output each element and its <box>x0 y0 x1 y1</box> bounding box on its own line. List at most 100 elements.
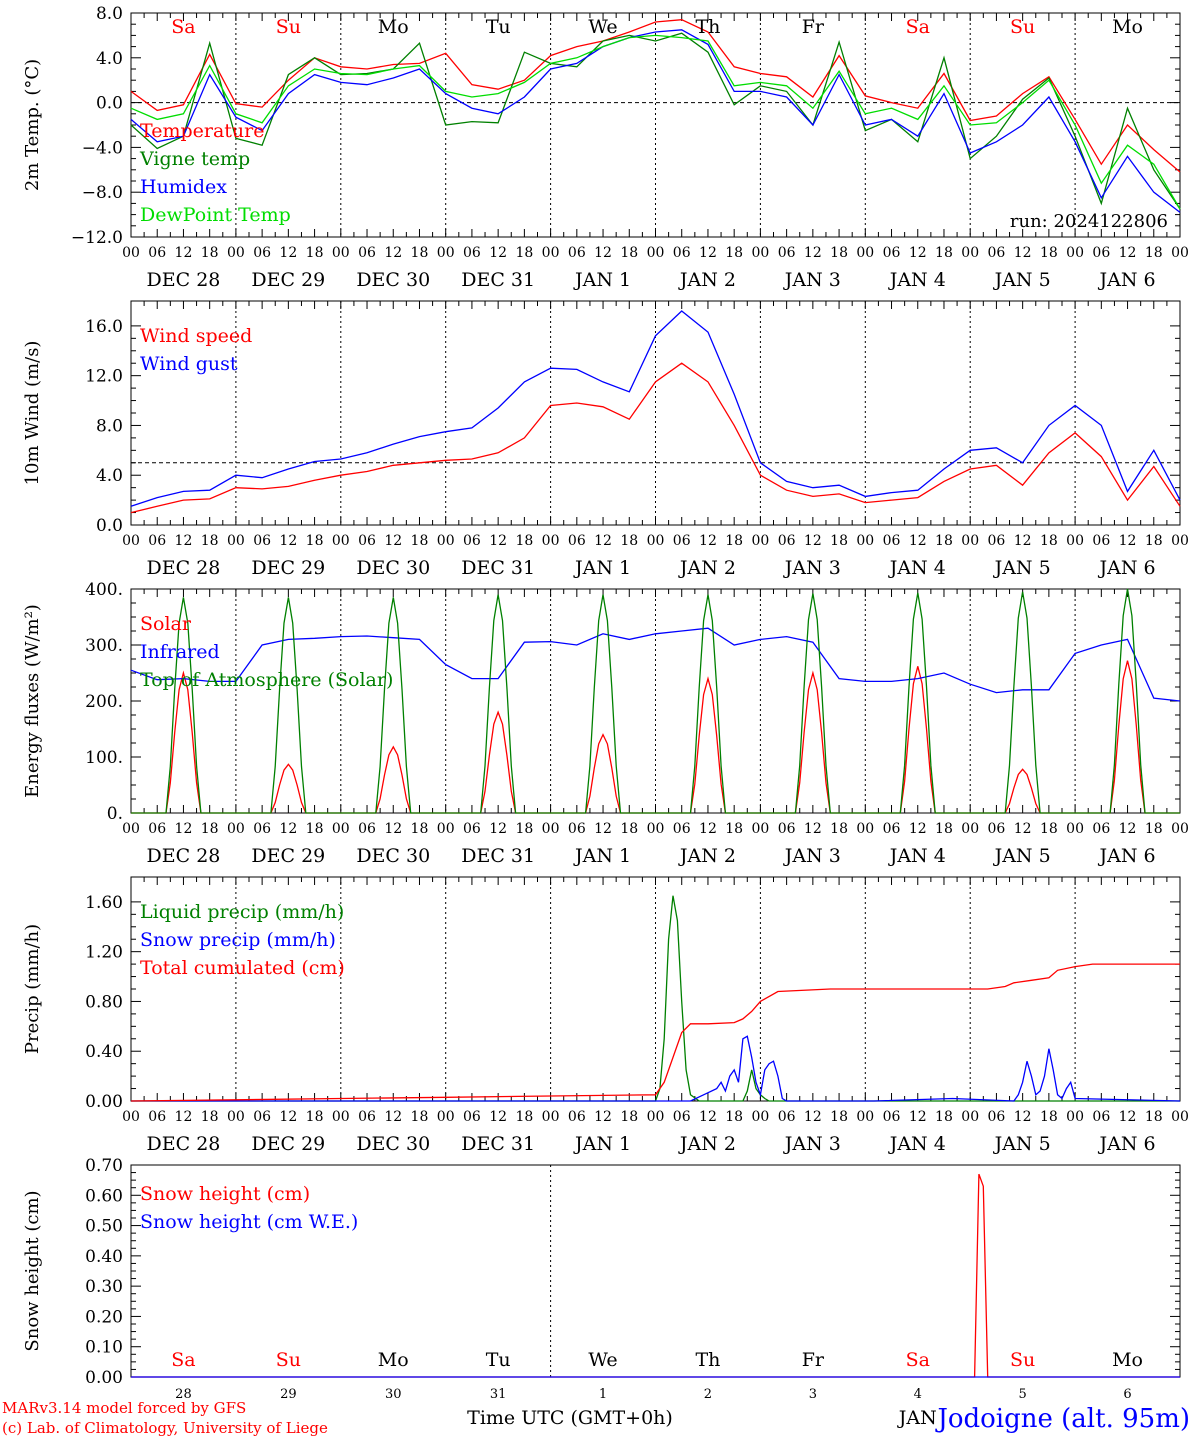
hour-label: 06 <box>253 1109 271 1125</box>
hour-label: 00 <box>332 533 350 549</box>
hour-label: 00 <box>437 821 455 837</box>
hour-label: 18 <box>515 533 533 549</box>
hour-label: 18 <box>620 1109 638 1125</box>
hour-label: 18 <box>515 1109 533 1125</box>
hour-label: 18 <box>935 821 953 837</box>
y-axis-label: Energy fluxes (W/m²) <box>22 604 43 798</box>
date-label: DEC 29 <box>251 1133 325 1155</box>
legend-entry: Humidex <box>140 176 227 198</box>
day-number: 4 <box>914 1387 922 1402</box>
date-label: JAN 5 <box>993 845 1051 867</box>
hour-label: 06 <box>988 533 1006 549</box>
y-tick-label: 4.0 <box>96 49 123 69</box>
hour-label: 00 <box>856 1109 874 1125</box>
date-label: DEC 30 <box>356 557 430 579</box>
hour-label: 12 <box>1119 821 1137 837</box>
hour-label: 18 <box>306 245 324 261</box>
hour-label: 00 <box>751 533 769 549</box>
hour-label: 12 <box>699 245 717 261</box>
hour-label: 18 <box>411 533 429 549</box>
hour-label: 00 <box>227 1109 245 1125</box>
series-line <box>130 29 1181 213</box>
y-tick-label: 0.0 <box>96 516 123 536</box>
date-label: DEC 30 <box>356 269 430 291</box>
hour-label: 06 <box>1092 821 1110 837</box>
date-label: JAN 2 <box>678 557 736 579</box>
hour-label: 00 <box>227 821 245 837</box>
day-number: 2 <box>704 1387 712 1402</box>
weekday-label: Mo <box>1112 16 1143 38</box>
x-axis-label: Time UTC (GMT+0h) <box>467 1407 673 1429</box>
series-line <box>130 19 1181 173</box>
hour-label: 00 <box>332 821 350 837</box>
y-tick-label: 0.30 <box>85 1277 123 1297</box>
date-label: DEC 28 <box>147 845 221 867</box>
hour-label: 18 <box>830 1109 848 1125</box>
hour-label: 18 <box>306 1109 324 1125</box>
date-label: JAN 3 <box>783 557 841 579</box>
panel-1: 8.0 4.0 0.0 −4.0 −8.0 −12.0 2m Temp. (°C) 00 06 1… <box>22 4 1189 291</box>
hour-label: 12 <box>175 1109 193 1125</box>
hour-label: 06 <box>988 821 1006 837</box>
weekday-label: Th <box>695 1349 720 1371</box>
hour-label: 18 <box>935 245 953 261</box>
hour-label: 06 <box>988 245 1006 261</box>
weekday-label: Tu <box>486 16 511 38</box>
legend-entry: Snow precip (mm/h) <box>140 929 336 951</box>
hour-label: 12 <box>279 245 297 261</box>
date-label: JAN 4 <box>888 845 946 867</box>
hour-label: 12 <box>489 1109 507 1125</box>
hour-label: 18 <box>515 821 533 837</box>
panel-5: 0.70 0.60 0.50 0.40 0.30 0.20 0.10 0.00 Snow hei… <box>22 1156 1190 1434</box>
hour-label: 12 <box>384 245 402 261</box>
series-line <box>130 32 1181 210</box>
y-axis-label: 10m Wind (m/s) <box>22 341 43 486</box>
hour-label: 12 <box>909 245 927 261</box>
day-number: 3 <box>809 1387 817 1402</box>
weekday-label: Fr <box>802 1349 825 1371</box>
hour-label: 06 <box>463 1109 481 1125</box>
date-label: JAN 3 <box>783 845 841 867</box>
series-line <box>130 963 1180 1102</box>
panel-3: 400. 300. 200. 100. 0. Energy fluxes (W/m²) 00… <box>22 580 1189 867</box>
hour-label: 06 <box>883 245 901 261</box>
y-tick-label: 0.0 <box>96 94 123 114</box>
y-tick-label: 0.00 <box>85 1368 123 1388</box>
legend-entry: Top of Atmosphere (Solar) <box>140 669 393 691</box>
date-label: DEC 28 <box>147 557 221 579</box>
weekday-label: Th <box>695 16 720 38</box>
date-label: JAN 3 <box>783 1133 841 1155</box>
hour-label: 18 <box>411 821 429 837</box>
legend-entry: Temperature <box>140 120 264 142</box>
hour-label: 12 <box>594 1109 612 1125</box>
hour-label: 12 <box>909 1109 927 1125</box>
date-label: DEC 31 <box>461 1133 535 1155</box>
month-label: JAN <box>897 1407 937 1429</box>
hour-label: 18 <box>620 533 638 549</box>
hour-label: 18 <box>411 1109 429 1125</box>
hour-label: 00 <box>542 533 560 549</box>
date-label: JAN 2 <box>678 1133 736 1155</box>
date-label: JAN 4 <box>888 1133 946 1155</box>
day-number: 6 <box>1123 1387 1131 1402</box>
hour-label: 06 <box>463 245 481 261</box>
weekday-label: Mo <box>1112 1349 1143 1371</box>
hour-label: 18 <box>725 821 743 837</box>
hour-label: 06 <box>673 533 691 549</box>
hour-label: 06 <box>883 821 901 837</box>
date-label: DEC 30 <box>356 1133 430 1155</box>
legend-entry: Wind speed <box>140 325 252 347</box>
hour-label: 06 <box>253 821 271 837</box>
y-tick-label: 0.10 <box>85 1338 123 1358</box>
hour-label: 00 <box>647 1109 665 1125</box>
hour-label: 00 <box>437 533 455 549</box>
hour-label: 12 <box>909 533 927 549</box>
hour-label: 00 <box>856 245 874 261</box>
y-tick-label: 300. <box>85 636 123 656</box>
y-axis-label: Snow height (cm) <box>22 1190 43 1351</box>
weekday-label: We <box>588 16 617 38</box>
date-label: DEC 31 <box>461 557 535 579</box>
hour-label: 18 <box>201 821 219 837</box>
y-tick-label: 0.70 <box>85 1156 123 1176</box>
